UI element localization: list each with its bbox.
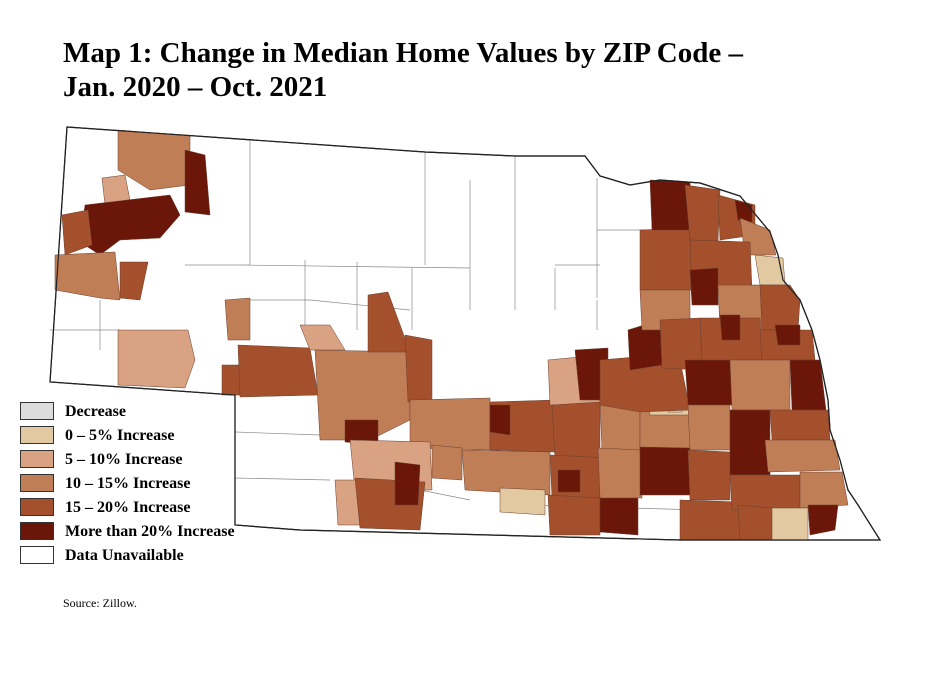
zip-region [769, 507, 809, 541]
zip-regions [54, 129, 849, 541]
zip-region [54, 251, 121, 301]
zip-region [769, 409, 831, 441]
zip-region [489, 404, 511, 436]
zip-region [737, 504, 773, 541]
legend-swatch [20, 546, 54, 564]
legend-label: 10 – 15% Increase [65, 475, 191, 492]
zip-region [237, 344, 319, 398]
zip-region [684, 359, 733, 406]
zip-region [404, 334, 433, 403]
legend-swatch [20, 498, 54, 516]
county-boundaries [50, 140, 701, 511]
zip-region [687, 404, 731, 451]
zip-region [789, 359, 827, 411]
state-outline-top [49, 126, 882, 541]
zip-region [774, 324, 801, 346]
zip-region [679, 499, 741, 541]
zip-region [639, 444, 691, 496]
zip-region [729, 409, 771, 476]
zip-region [639, 409, 691, 449]
legend-swatch [20, 450, 54, 468]
legend-label: Data Unavailable [65, 547, 184, 564]
zip-region [117, 329, 196, 389]
title-line-2: Jan. 2020 – Oct. 2021 [63, 71, 328, 103]
zip-region [689, 267, 719, 306]
zip-region [729, 359, 791, 411]
title-line-1: Map 1: Change in Median Home Values by Z… [63, 37, 743, 69]
zip-region [119, 261, 149, 301]
zip-region [759, 284, 801, 331]
source-note: Source: Zillow. [63, 596, 137, 610]
zip-region [807, 504, 839, 536]
zip-region [597, 447, 643, 499]
legend-label: More than 20% Increase [65, 523, 235, 540]
legend-label: Decrease [65, 403, 126, 420]
zip-region [687, 449, 731, 501]
zip-region [729, 474, 801, 511]
legend-swatch [20, 522, 54, 540]
map-title: Map 1: Change in Median Home Values by Z… [63, 36, 883, 104]
legend-label: 0 – 5% Increase [65, 427, 175, 444]
legend-label: 15 – 20% Increase [65, 499, 191, 516]
zip-region [394, 461, 421, 506]
legend-swatch [20, 402, 54, 420]
zip-region [184, 149, 211, 216]
zip-region [684, 184, 721, 243]
zip-region [547, 494, 601, 536]
zip-region [431, 444, 463, 481]
nebraska-zip-map [49, 126, 882, 541]
zip-region [764, 439, 841, 473]
zip-region [224, 297, 251, 341]
zip-region [221, 364, 241, 396]
zip-region [799, 471, 849, 509]
zip-region [499, 487, 546, 516]
zip-region [557, 469, 581, 493]
zip-region [639, 227, 693, 291]
zip-region [551, 401, 601, 461]
legend-swatch [20, 426, 54, 444]
zip-region [299, 324, 346, 351]
zip-region [61, 209, 93, 256]
legend-label: 5 – 10% Increase [65, 451, 183, 468]
zip-region [599, 494, 639, 536]
zip-region [719, 314, 741, 341]
legend-swatch [20, 474, 54, 492]
